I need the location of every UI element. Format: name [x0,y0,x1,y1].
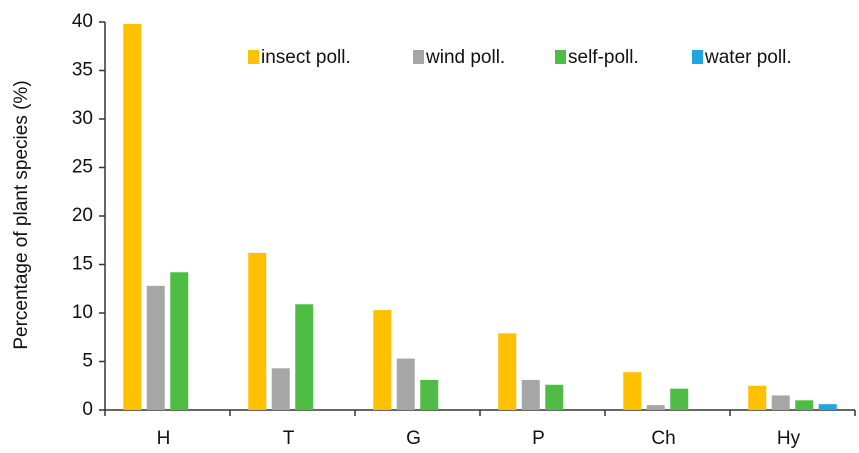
legend-label: wind poll. [425,47,505,68]
bar [420,379,439,410]
bar [373,310,392,410]
bar [295,304,314,410]
legend-swatch [555,50,566,64]
bar [248,252,267,410]
bar [498,333,517,410]
x-tick-label: H [157,428,171,449]
x-tick-label: G [406,428,421,449]
x-tick-label: Hy [777,428,801,449]
bar [123,23,142,410]
bar [818,404,837,410]
y-tick-label: 35 [72,60,93,81]
x-tick-label: P [532,428,545,449]
y-tick-label: 25 [72,157,93,178]
bar [396,358,415,410]
x-tick-label: Ch [651,428,675,449]
bar [623,372,642,410]
legend-swatch [248,50,259,64]
legend-label: insect poll. [261,47,351,68]
bar [646,405,665,410]
x-tick-label: T [283,428,295,449]
bar [545,384,564,410]
legend-label: water poll. [704,47,792,68]
y-tick-label: 15 [72,254,93,275]
y-tick-label: 40 [72,11,93,32]
bar [521,379,540,410]
y-tick-label: 30 [72,108,93,129]
bar [670,388,689,410]
bar [795,400,814,410]
bar [271,368,290,410]
y-axis-label: Percentage of plant species (%) [11,80,32,349]
bar [771,395,790,410]
bar [170,272,189,410]
bar [146,285,165,410]
y-tick-label: 0 [82,399,93,420]
bar [748,385,767,410]
legend-label: self-poll. [568,47,639,68]
y-tick-label: 20 [72,205,93,226]
legend-swatch [692,50,703,64]
y-tick-label: 10 [72,302,93,323]
y-tick-label: 5 [82,351,93,372]
legend-swatch [413,50,424,64]
